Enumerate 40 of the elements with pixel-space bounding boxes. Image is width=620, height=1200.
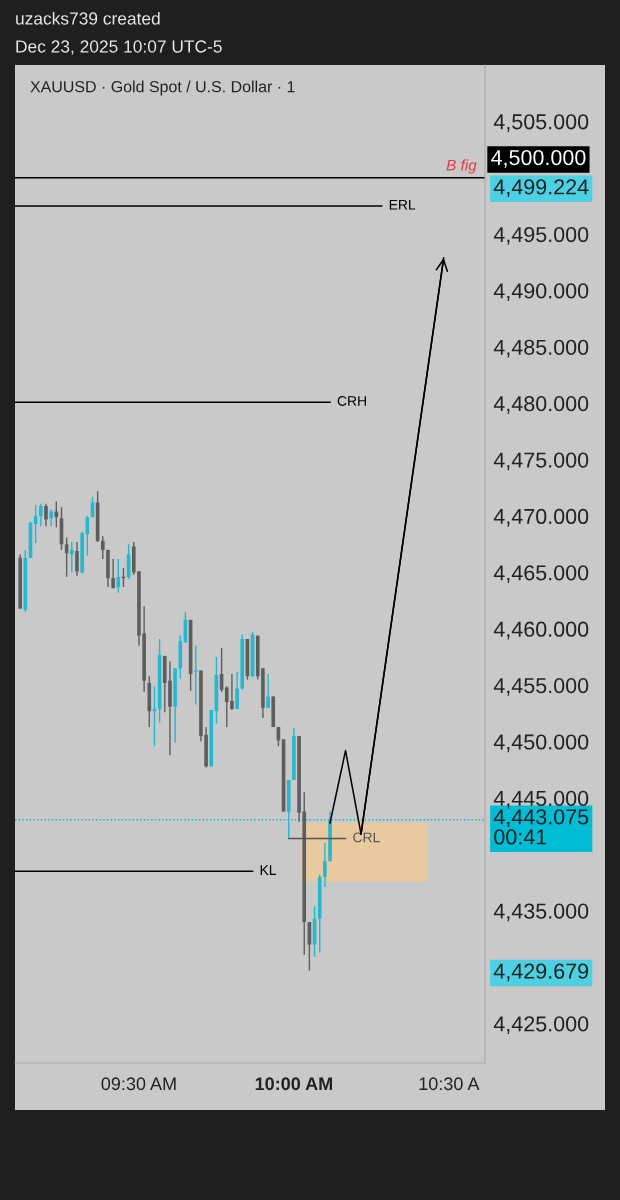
candlestick [193,645,198,706]
candlestick [75,541,79,577]
y-tick-label: 4,465.000 [493,565,589,584]
candlestick [49,508,53,527]
y-tick-label: 4,475.000 [493,452,589,471]
y-tick-label: 4,435.000 [493,903,589,922]
series-label: KL [260,865,277,875]
text: XAUUSD · Gold Spot / U.S. Dollar · 1 [30,80,295,96]
y-tick-label: 4,429.679 [493,963,589,982]
candlestick [323,842,327,888]
candlestick [44,502,48,527]
annotation: B fig [446,159,477,174]
series-label: ERL [389,200,416,210]
candlestick [70,541,74,574]
series-label: CRL [353,832,380,843]
y-tick-label: 4,460.000 [493,621,589,640]
candlestick [235,670,239,710]
candlestick [116,558,121,594]
x-tick-label: 10:30 A [419,1077,480,1091]
ref-line-label: 4,500.000 [491,149,586,168]
x-tick-label: 10:00 AM [255,1077,332,1091]
series-label: CRH [337,396,366,406]
y-tick-label: 4,470.000 [493,508,589,527]
candlestick [100,535,105,560]
y-tick-label: 4,485.000 [493,339,589,358]
y-tick-label: 4,490.000 [493,283,589,302]
candlestick [39,502,43,527]
candlestick [111,558,115,589]
x-tick-label: 09:30 AM [101,1077,176,1091]
y-tick-label: 4,480.000 [493,396,589,414]
candlestick [266,673,270,709]
y-tick-label: 4,445.000 [493,790,589,809]
chart-subtitle: uzacks739 created Dec 23, 2025 10:07 UTC-5 [16,11,222,55]
y-tick-label: 4,505.000 [493,114,589,132]
y-tick-label: 4,495.000 [493,226,589,245]
y-tick-label: 4,455.000 [493,677,589,696]
y-tick-label: 4,443.075 00:41 [493,809,589,845]
y-tick-label: 4,450.000 [493,734,589,753]
y-tick-label: 4,425.000 [493,1016,589,1035]
y-tick-label: 4,499.224 [493,179,589,198]
